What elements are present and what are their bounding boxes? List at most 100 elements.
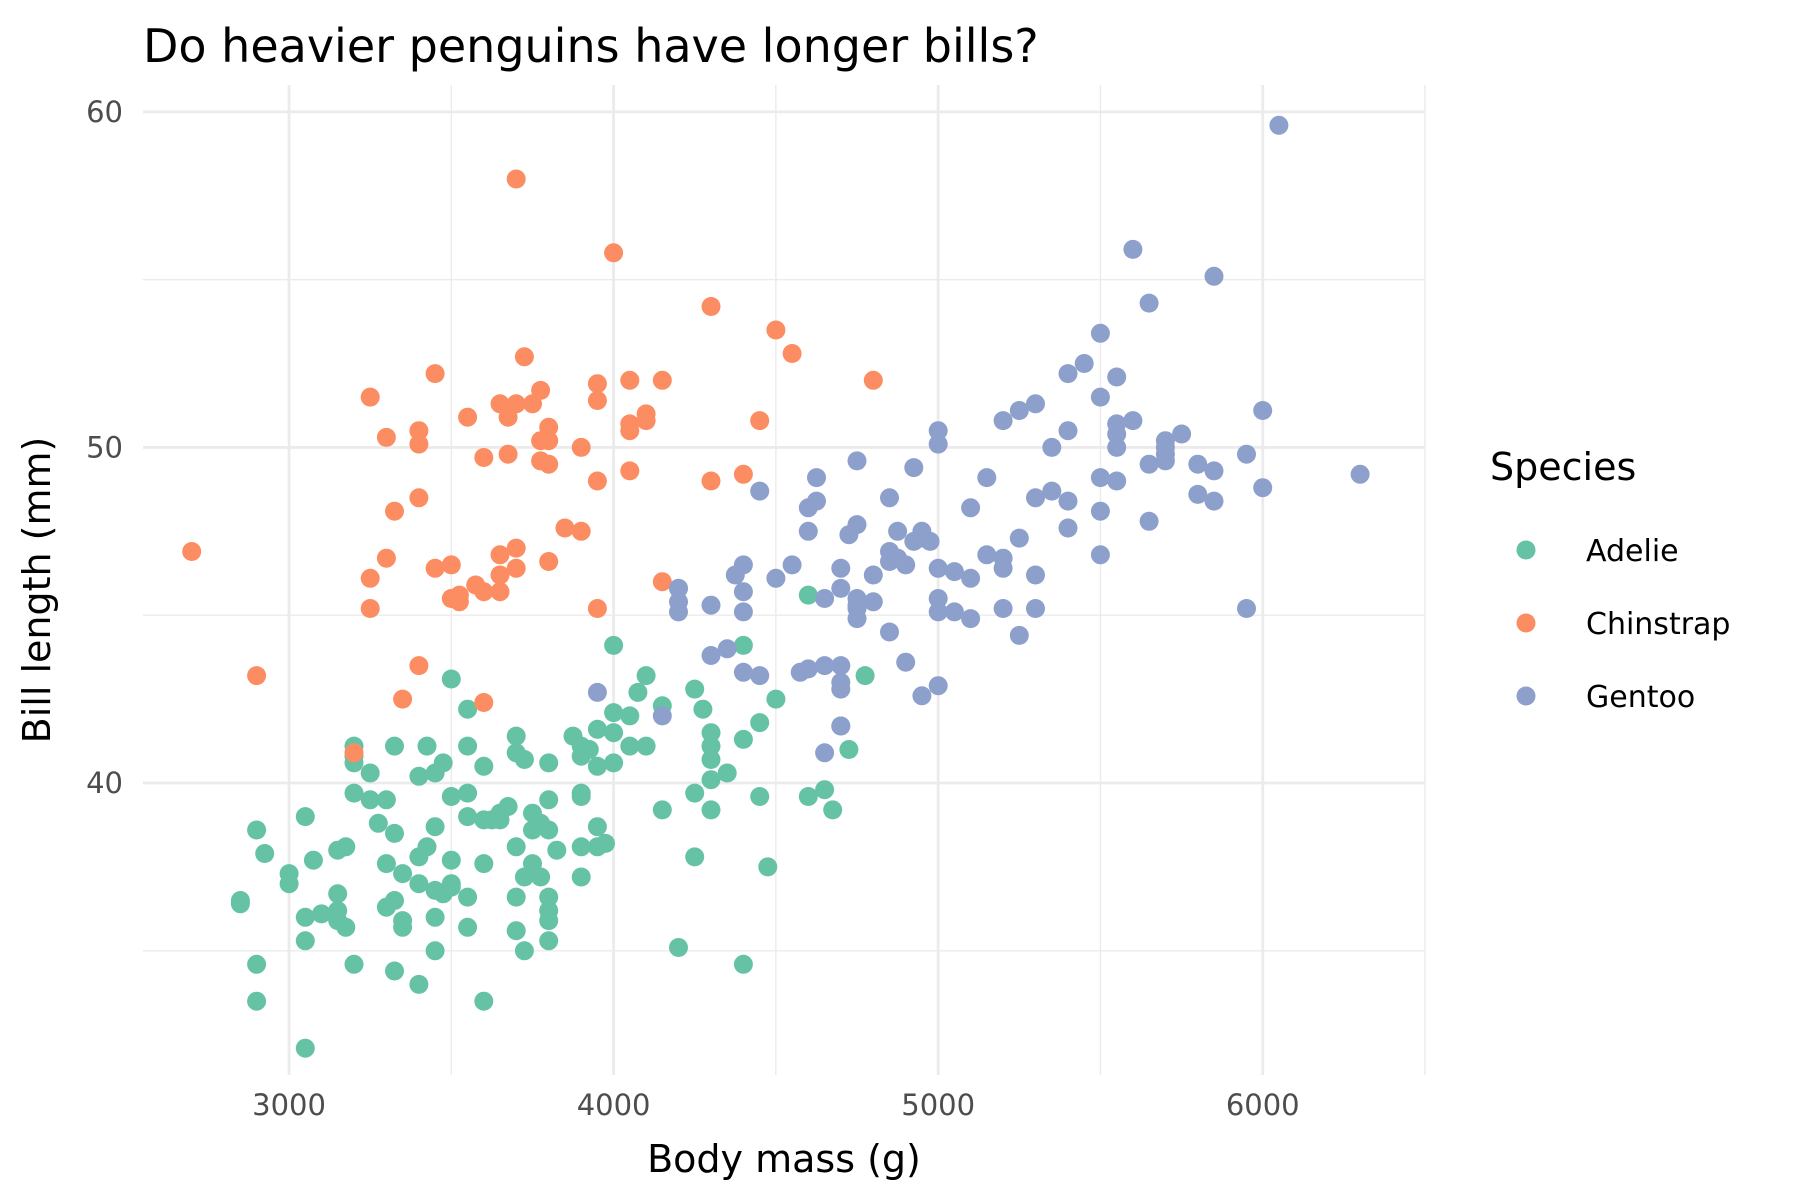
data-point-adelie — [628, 682, 648, 702]
data-point-adelie — [693, 699, 713, 719]
data-point-adelie — [685, 679, 705, 699]
data-point-adelie — [539, 911, 559, 931]
data-point-chinstrap — [409, 421, 429, 441]
data-point-chinstrap — [474, 448, 494, 467]
data-point-gentoo — [993, 599, 1013, 618]
data-point-gentoo — [1026, 599, 1045, 618]
data-point-gentoo — [733, 582, 753, 602]
data-point-adelie — [425, 941, 445, 961]
data-point-chinstrap — [409, 488, 429, 508]
data-point-chinstrap — [441, 555, 461, 575]
data-point-chinstrap — [490, 582, 510, 602]
data-point-adelie — [506, 921, 526, 941]
data-point-gentoo — [961, 498, 981, 518]
data-point-adelie — [733, 635, 753, 655]
data-point-adelie — [385, 891, 404, 910]
data-point-gentoo — [928, 589, 948, 608]
data-point-gentoo — [888, 521, 908, 541]
data-point-adelie — [733, 729, 753, 749]
data-point-adelie — [458, 783, 478, 803]
data-point-adelie — [295, 931, 315, 951]
data-point-gentoo — [977, 545, 997, 565]
x-tick-label: 6000 — [1226, 1088, 1300, 1122]
data-point-adelie — [368, 813, 388, 833]
data-point-gentoo — [1123, 411, 1143, 431]
data-point-adelie — [539, 790, 559, 810]
data-point-adelie — [652, 800, 672, 820]
data-point-gentoo — [1269, 115, 1289, 135]
data-point-adelie — [587, 817, 607, 837]
data-point-chinstrap — [701, 297, 721, 316]
data-point-adelie — [701, 750, 721, 769]
data-point-gentoo — [766, 568, 786, 588]
data-point-gentoo — [1090, 501, 1110, 521]
data-point-gentoo — [993, 411, 1013, 431]
data-point-adelie — [247, 820, 267, 840]
data-point-gentoo — [920, 531, 940, 551]
legend-title: Species — [1490, 445, 1636, 489]
data-point-adelie — [815, 780, 835, 800]
data-point-adelie — [733, 954, 753, 974]
data-point-chinstrap — [449, 592, 469, 612]
data-point-adelie — [441, 787, 461, 806]
data-point-gentoo — [652, 706, 672, 726]
data-point-adelie — [539, 931, 559, 951]
data-point-adelie — [376, 854, 396, 874]
data-point-adelie — [417, 837, 437, 857]
data-point-adelie — [604, 703, 624, 723]
data-point-gentoo — [1042, 481, 1062, 501]
data-point-chinstrap — [587, 471, 607, 491]
legend-key-gentoo — [1516, 686, 1536, 706]
data-point-adelie — [571, 837, 591, 857]
data-point-adelie — [376, 790, 396, 810]
data-point-chinstrap — [490, 565, 510, 585]
y-tick-label: 60 — [86, 95, 123, 129]
data-point-adelie — [823, 800, 843, 820]
data-point-adelie — [839, 740, 859, 759]
data-point-gentoo — [1009, 401, 1029, 420]
data-point-gentoo — [701, 595, 721, 615]
x-axis-title: Body mass (g) — [647, 1137, 921, 1181]
data-point-chinstrap — [425, 558, 445, 578]
data-point-adelie — [441, 850, 461, 870]
data-point-gentoo — [1155, 451, 1175, 471]
legend-label-gentoo: Gentoo — [1586, 680, 1695, 715]
data-point-adelie — [433, 753, 453, 773]
data-point-adelie — [458, 807, 478, 827]
data-point-gentoo — [717, 639, 737, 659]
data-point-adelie — [539, 887, 559, 907]
data-point-adelie — [587, 756, 607, 776]
data-point-gentoo — [1090, 468, 1110, 488]
data-point-gentoo — [1107, 437, 1127, 457]
data-point-gentoo — [847, 515, 867, 535]
data-point-chinstrap — [555, 518, 575, 538]
data-point-gentoo — [807, 468, 826, 488]
data-point-adelie — [312, 904, 331, 924]
x-tick-label: 5000 — [901, 1088, 975, 1122]
data-point-chinstrap — [733, 464, 753, 484]
data-point-gentoo — [831, 558, 851, 578]
data-point-adelie — [247, 991, 267, 1011]
data-point-gentoo — [733, 555, 753, 575]
data-point-gentoo — [961, 609, 981, 629]
data-point-chinstrap — [587, 391, 607, 410]
data-point-gentoo — [863, 592, 883, 612]
data-point-gentoo — [1090, 545, 1110, 565]
data-point-gentoo — [1090, 323, 1110, 343]
data-point-adelie — [604, 753, 624, 773]
data-point-gentoo — [815, 589, 835, 608]
data-point-gentoo — [1009, 625, 1029, 645]
data-point-gentoo — [1350, 464, 1370, 484]
data-point-adelie — [458, 887, 478, 907]
data-point-adelie — [498, 797, 518, 816]
data-point-chinstrap — [506, 558, 526, 578]
data-points — [182, 115, 1370, 1058]
data-point-gentoo — [863, 565, 883, 585]
data-point-chinstrap — [531, 380, 551, 400]
data-point-chinstrap — [863, 370, 883, 390]
data-point-adelie — [636, 666, 656, 686]
data-point-chinstrap — [458, 407, 478, 427]
data-point-gentoo — [1026, 488, 1045, 508]
data-point-chinstrap — [360, 599, 380, 618]
data-point-adelie — [393, 864, 413, 884]
